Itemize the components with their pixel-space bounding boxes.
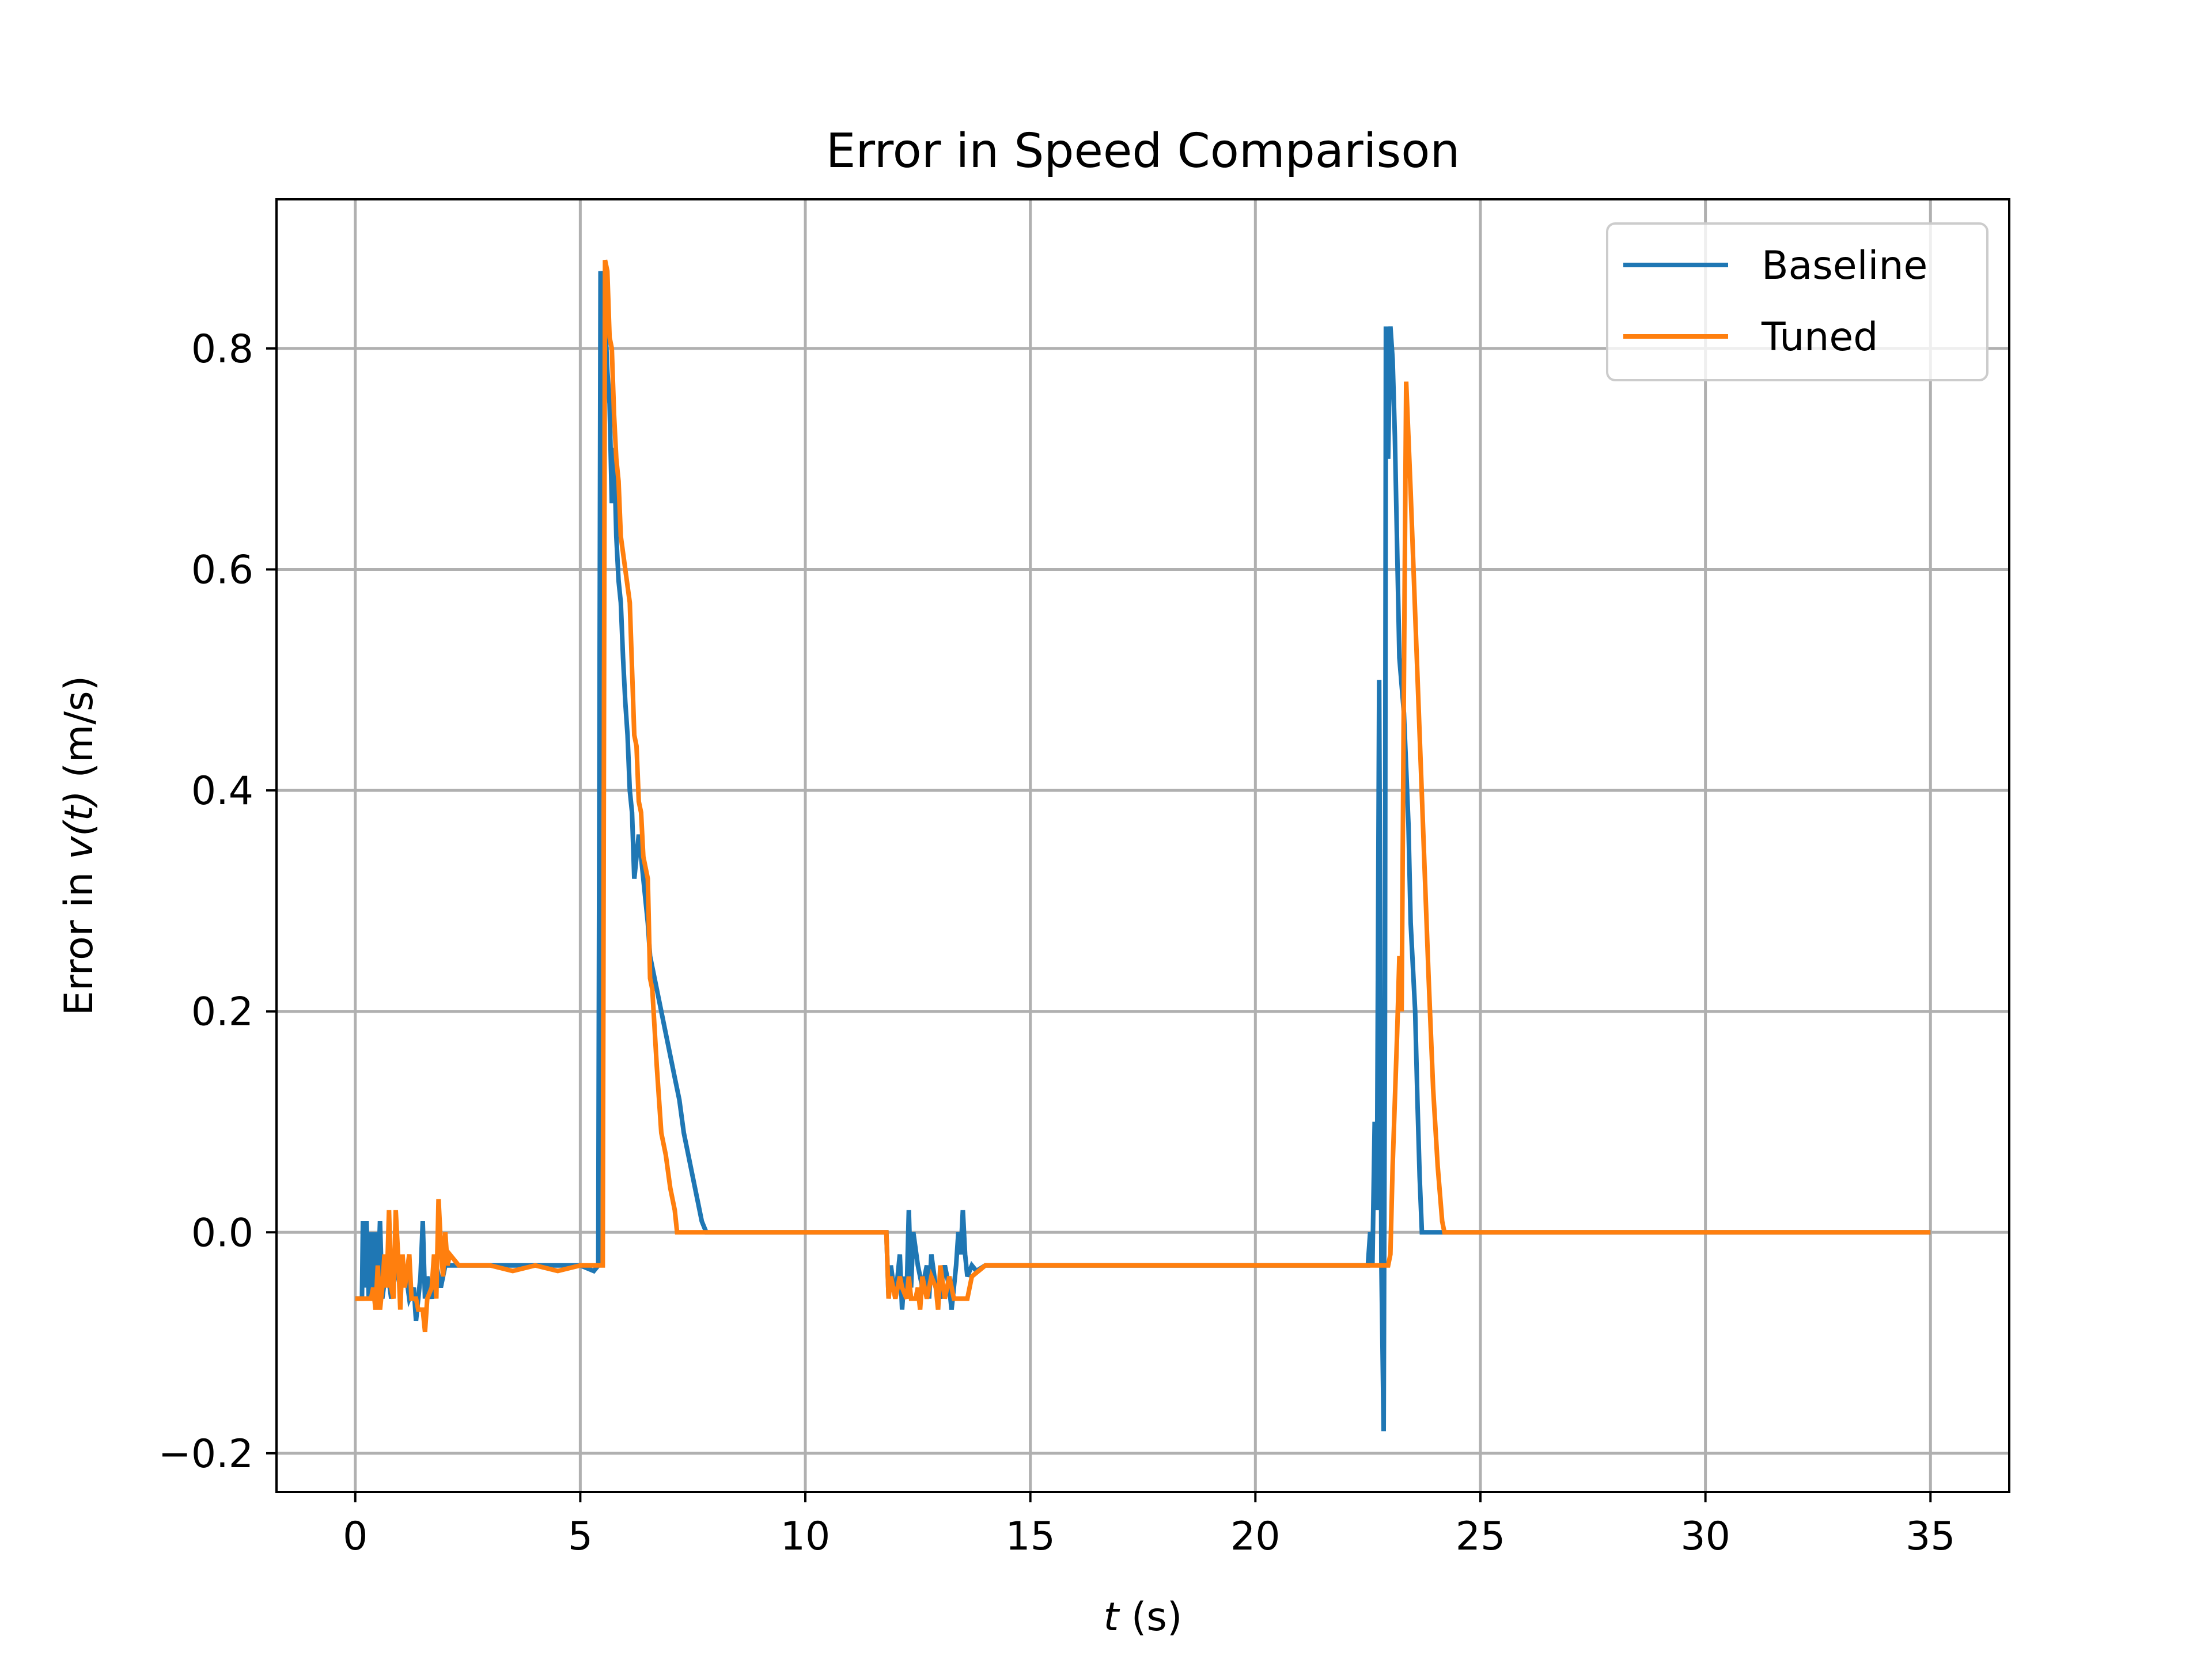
legend: Baseline Tuned	[1606, 222, 1988, 381]
y-axis-label: Error in v(t) (m/s)	[56, 676, 102, 1016]
series-layer	[355, 259, 1931, 1431]
y-axis-label-unit: (m/s)	[56, 676, 102, 790]
x-tick-label: 25	[1456, 1514, 1506, 1559]
series-line-tuned	[355, 259, 1931, 1332]
legend-label-baseline: Baseline	[1762, 243, 1927, 289]
x-tick-label: 35	[1906, 1514, 1956, 1559]
x-tick-label: 0	[343, 1514, 368, 1559]
x-axis-label-var: t	[1104, 1594, 1120, 1640]
x-tick-label: 20	[1230, 1514, 1281, 1559]
y-tick-label: 0.4	[191, 768, 253, 814]
x-axis-label-unit: (s)	[1119, 1594, 1182, 1640]
x-tick-label: 30	[1680, 1514, 1730, 1559]
y-tick-label: 0.0	[191, 1210, 253, 1256]
y-axis-label-var: v(t)	[56, 790, 102, 859]
plot-frame	[275, 198, 2010, 1493]
y-tick-label: 0.8	[191, 327, 253, 372]
y-axis: −0.2 0.0 0.2 0.4 0.6 0.8	[158, 327, 276, 1477]
x-axis-label: t (s)	[1104, 1594, 1183, 1640]
y-tick-label: 0.2	[191, 990, 253, 1035]
x-tick-label: 5	[568, 1514, 593, 1559]
legend-label-tuned: Tuned	[1761, 315, 1878, 360]
y-axis-label-prefix: Error in	[56, 859, 102, 1016]
x-axis: 0 5 10 15 20 25 30 35	[343, 1492, 1956, 1559]
x-tick-label: 10	[781, 1514, 831, 1559]
x-tick-label: 15	[1005, 1514, 1055, 1559]
chart-title: Error in Speed Comparison	[826, 124, 1460, 179]
y-tick-label: −0.2	[158, 1431, 253, 1477]
y-tick-label: 0.6	[191, 548, 253, 593]
